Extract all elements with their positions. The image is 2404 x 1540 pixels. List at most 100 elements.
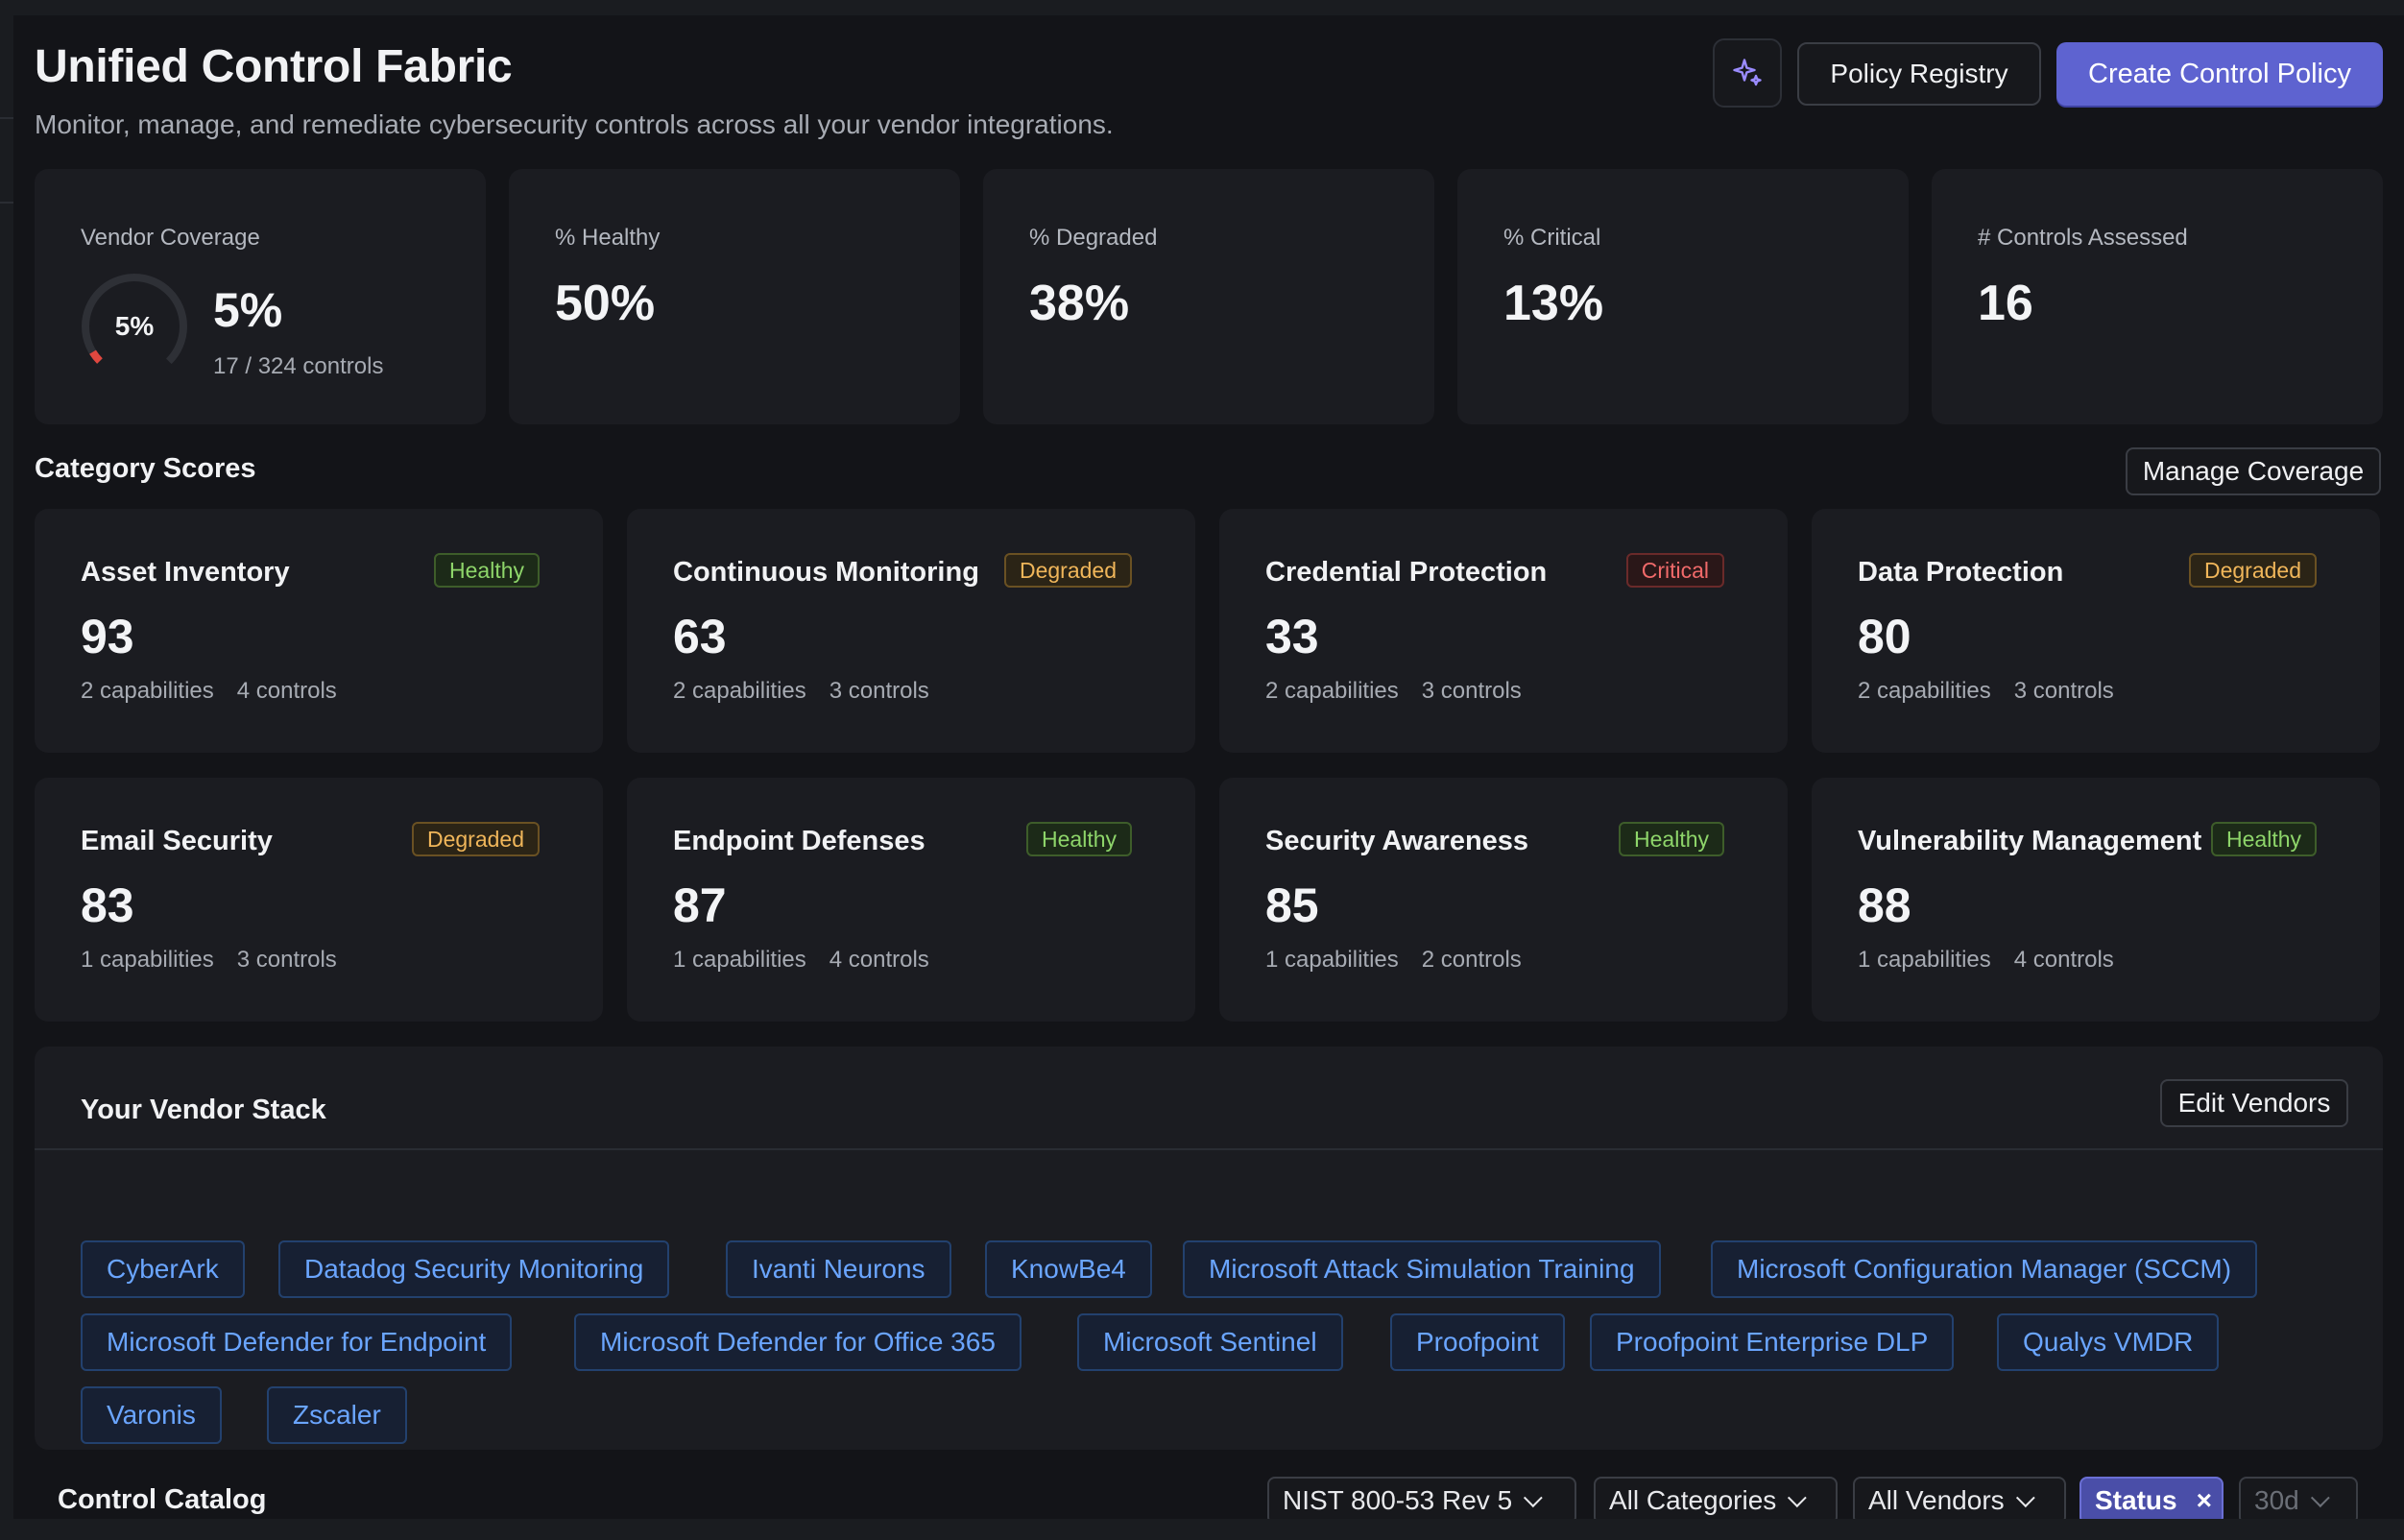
window-bottom-edge (0, 1519, 2404, 1540)
vendor-chip[interactable]: Varonis (81, 1386, 222, 1444)
filter-label: 30d (2254, 1485, 2299, 1515)
category-meta: 1 capabilities 4 controls (673, 947, 929, 974)
vendor-chip[interactable]: Qualys VMDR (1997, 1313, 2220, 1371)
vendor-chip[interactable]: CyberArk (81, 1240, 245, 1298)
window-top-edge (0, 0, 2404, 15)
status-filter-chip[interactable]: Status × (2079, 1477, 2224, 1519)
gauge-fill (82, 274, 187, 379)
status-badge: Healthy (1619, 822, 1724, 856)
category-meta: 2 capabilities 3 controls (673, 678, 929, 705)
capabilities-count: 1 capabilities (673, 947, 806, 973)
category-card[interactable]: Vulnerability Management Healthy 88 1 capab… (1812, 778, 2380, 1022)
sparkle-icon (1733, 59, 1762, 86)
policy-registry-button[interactable]: Policy Registry (1797, 42, 2041, 106)
stat-value: 13% (1503, 276, 1604, 331)
category-score: 85 (1265, 878, 1319, 932)
capabilities-count: 1 capabilities (1858, 947, 1991, 973)
vendor-chip[interactable]: Microsoft Defender for Office 365 (574, 1313, 1022, 1371)
divider (35, 1148, 2383, 1150)
main-content: Unified Control Fabric Monitor, manage, … (13, 15, 2404, 1519)
vendor-chip[interactable]: KnowBe4 (985, 1240, 1152, 1298)
vendor-chip[interactable]: Microsoft Defender for Endpoint (81, 1313, 513, 1371)
stat-label: # Controls Assessed (1978, 225, 2188, 251)
status-badge: Critical (1625, 553, 1724, 588)
edit-vendors-button[interactable]: Edit Vendors (2160, 1079, 2348, 1127)
stat-value: 50% (555, 276, 656, 331)
category-name: Continuous Monitoring (673, 557, 979, 588)
vendor-stack-title: Your Vendor Stack (81, 1095, 326, 1125)
category-meta: 1 capabilities 4 controls (1858, 947, 2114, 974)
vendor-chip[interactable]: Microsoft Configuration Manager (SCCM) (1711, 1240, 2258, 1298)
filter-label: All Vendors (1868, 1485, 2005, 1515)
category-name: Security Awareness (1265, 826, 1529, 856)
category-meta: 2 capabilities 4 controls (81, 678, 337, 705)
capabilities-count: 1 capabilities (1265, 947, 1399, 973)
vendor-chip[interactable]: Proofpoint Enterprise DLP (1590, 1313, 1955, 1371)
stat-label: Vendor Coverage (81, 225, 260, 251)
controls-count: 3 controls (236, 947, 337, 973)
capabilities-count: 2 capabilities (1265, 678, 1399, 704)
category-meta: 1 capabilities 3 controls (81, 947, 337, 974)
vendor-chip[interactable]: Ivanti Neurons (726, 1240, 951, 1298)
category-card[interactable]: Credential Protection Critical 33 2 capabil… (1219, 509, 1788, 753)
category-score: 63 (673, 610, 727, 663)
vendor-filter-dropdown[interactable]: All Vendors (1853, 1477, 2066, 1519)
category-card[interactable]: Continuous Monitoring Degraded 63 2 capabil… (627, 509, 1195, 753)
coverage-gauge (82, 274, 187, 379)
controls-count: 4 controls (236, 678, 337, 704)
vendor-chip[interactable]: Datadog Security Monitoring (278, 1240, 670, 1298)
chevron-down-icon (1524, 1488, 1543, 1508)
vendor-chip[interactable]: Proofpoint (1390, 1313, 1565, 1371)
category-name: Endpoint Defenses (673, 826, 926, 856)
status-badge: Degraded (2188, 553, 2317, 588)
close-icon[interactable]: × (2196, 1485, 2212, 1515)
page-subtitle: Monitor, manage, and remediate cybersecu… (35, 109, 1114, 139)
filter-label: All Categories (1609, 1485, 1777, 1515)
category-meta: 2 capabilities 3 controls (1265, 678, 1522, 705)
capabilities-count: 2 capabilities (1858, 678, 1991, 704)
category-card[interactable]: Asset Inventory Healthy 93 2 capabilities 4 … (35, 509, 603, 753)
category-name: Credential Protection (1265, 557, 1548, 588)
vendor-chip[interactable]: Microsoft Attack Simulation Training (1183, 1240, 1661, 1298)
capabilities-count: 1 capabilities (81, 947, 214, 973)
category-card[interactable]: Email Security Degraded 83 1 capabilities 3 … (35, 778, 603, 1022)
stat-label: % Critical (1503, 225, 1601, 251)
manage-coverage-button[interactable]: Manage Coverage (2126, 447, 2381, 495)
vendor-chip[interactable]: Microsoft Sentinel (1077, 1313, 1343, 1371)
category-score: 83 (81, 878, 134, 932)
framework-filter-dropdown[interactable]: NIST 800-53 Rev 5 (1267, 1477, 1576, 1519)
stat-value: 5% (213, 283, 283, 337)
controls-count: 2 controls (1421, 947, 1522, 973)
controls-count: 4 controls (2013, 947, 2114, 973)
vendor-coverage-card: Vendor Coverage 5% 5% 17 / 324 controls (35, 169, 486, 424)
category-filter-dropdown[interactable]: All Categories (1594, 1477, 1838, 1519)
critical-stat-card: % Critical 13% (1457, 169, 1909, 424)
controls-count: 4 controls (829, 947, 929, 973)
category-name: Email Security (81, 826, 273, 856)
chevron-down-icon (1788, 1488, 1808, 1508)
stat-label: % Degraded (1029, 225, 1158, 251)
filter-label: NIST 800-53 Rev 5 (1283, 1485, 1513, 1515)
category-card[interactable]: Data Protection Degraded 80 2 capabilities 3… (1812, 509, 2380, 753)
page-title: Unified Control Fabric (35, 41, 513, 92)
category-meta: 1 capabilities 2 controls (1265, 947, 1522, 974)
category-card[interactable]: Endpoint Defenses Healthy 87 1 capabilities… (627, 778, 1195, 1022)
vendor-chip[interactable]: Zscaler (267, 1386, 407, 1444)
sidebar-divider (0, 202, 13, 204)
ai-assistant-button[interactable] (1713, 38, 1782, 108)
chevron-down-icon (2310, 1488, 2330, 1508)
vendor-stack-panel: Your Vendor Stack Edit Vendors CyberArk D… (35, 1047, 2383, 1450)
stat-value: 16 (1978, 276, 2033, 331)
category-score: 87 (673, 878, 727, 932)
status-badge: Degraded (1003, 553, 1132, 588)
degraded-stat-card: % Degraded 38% (983, 169, 1434, 424)
category-name: Vulnerability Management (1858, 826, 2202, 856)
category-name: Data Protection (1858, 557, 2064, 588)
stat-value: 38% (1029, 276, 1130, 331)
gauge-value: 5% (114, 311, 155, 341)
category-score: 80 (1858, 610, 1911, 663)
time-range-dropdown[interactable]: 30d (2239, 1477, 2358, 1519)
category-scores-title: Category Scores (35, 453, 256, 484)
create-control-policy-button[interactable]: Create Control Policy (2056, 42, 2383, 106)
category-card[interactable]: Security Awareness Healthy 85 1 capabilitie… (1219, 778, 1788, 1022)
